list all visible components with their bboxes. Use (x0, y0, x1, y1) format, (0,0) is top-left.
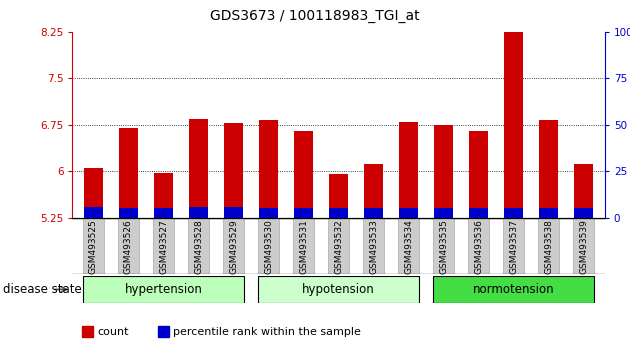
Text: percentile rank within the sample: percentile rank within the sample (173, 327, 361, 337)
Bar (224, 207, 243, 218)
Text: hypertension: hypertension (125, 283, 202, 296)
Bar (574, 164, 593, 218)
Bar (364, 164, 383, 218)
Text: GSM493528: GSM493528 (194, 219, 203, 274)
Bar (154, 173, 173, 218)
Bar (84, 207, 103, 218)
Bar (83, 218, 104, 274)
Bar (574, 209, 593, 218)
Text: count: count (98, 327, 129, 337)
Bar (504, 13, 524, 218)
Text: GDS3673 / 100118983_TGI_at: GDS3673 / 100118983_TGI_at (210, 9, 420, 23)
Text: GSM493526: GSM493526 (124, 219, 133, 274)
Bar (259, 209, 278, 218)
Text: GSM493531: GSM493531 (299, 219, 308, 274)
Bar (223, 218, 244, 274)
Bar (539, 120, 558, 218)
Text: disease state: disease state (3, 283, 82, 296)
Bar (119, 209, 138, 218)
Bar (399, 122, 418, 218)
Text: GSM493529: GSM493529 (229, 219, 238, 274)
Text: GSM493535: GSM493535 (439, 219, 448, 274)
Bar (119, 128, 138, 218)
Text: normotension: normotension (473, 283, 554, 296)
Text: GSM493534: GSM493534 (404, 219, 413, 274)
Bar (504, 209, 524, 218)
Bar (433, 218, 454, 274)
Bar (469, 209, 488, 218)
Bar (84, 168, 103, 218)
Bar (399, 209, 418, 218)
Bar (469, 131, 488, 218)
Bar (329, 175, 348, 218)
Text: GSM493536: GSM493536 (474, 219, 483, 274)
Text: GSM493533: GSM493533 (369, 219, 378, 274)
Bar (259, 120, 278, 218)
Bar (153, 218, 174, 274)
Bar (329, 209, 348, 218)
Bar (468, 218, 489, 274)
Bar (434, 209, 454, 218)
Bar (258, 276, 419, 303)
Bar (189, 207, 208, 218)
Bar (433, 276, 594, 303)
Bar (224, 123, 243, 218)
Bar (539, 209, 558, 218)
Text: GSM493537: GSM493537 (509, 219, 518, 274)
Bar (258, 218, 279, 274)
Bar (364, 218, 384, 274)
Bar (328, 218, 349, 274)
Bar (503, 218, 524, 274)
Bar (188, 218, 209, 274)
Bar (434, 125, 454, 218)
Text: GSM493532: GSM493532 (334, 219, 343, 274)
Bar (573, 218, 594, 274)
Bar (118, 218, 139, 274)
Bar (294, 131, 313, 218)
Bar (294, 218, 314, 274)
Text: hypotension: hypotension (302, 283, 375, 296)
Bar (539, 218, 559, 274)
Bar (189, 119, 208, 218)
Text: GSM493530: GSM493530 (264, 219, 273, 274)
Text: GSM493539: GSM493539 (580, 219, 588, 274)
Text: GSM493527: GSM493527 (159, 219, 168, 274)
Text: GSM493525: GSM493525 (89, 219, 98, 274)
Bar (154, 209, 173, 218)
Text: GSM493538: GSM493538 (544, 219, 553, 274)
Bar (83, 276, 244, 303)
Bar (294, 209, 313, 218)
Bar (364, 209, 383, 218)
Bar (398, 218, 419, 274)
